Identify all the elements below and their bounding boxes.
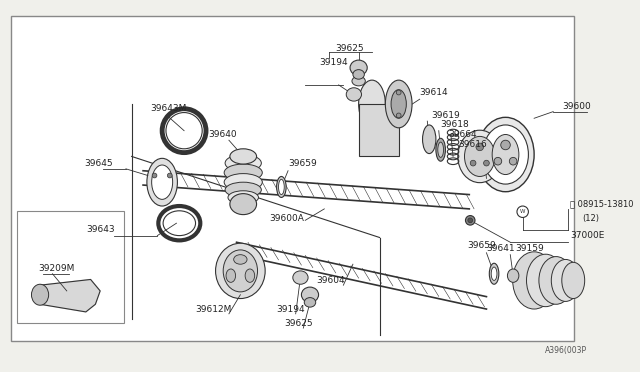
Ellipse shape xyxy=(468,218,472,223)
Text: ⓘ 08915-13810: ⓘ 08915-13810 xyxy=(570,200,634,209)
Text: 39604: 39604 xyxy=(317,276,346,285)
Ellipse shape xyxy=(234,255,247,264)
Ellipse shape xyxy=(508,269,519,282)
Text: 39618: 39618 xyxy=(441,121,469,129)
Text: 39659: 39659 xyxy=(467,241,496,250)
Ellipse shape xyxy=(152,165,173,199)
Ellipse shape xyxy=(152,173,157,178)
Ellipse shape xyxy=(483,125,529,184)
Ellipse shape xyxy=(353,70,364,79)
Text: 39159: 39159 xyxy=(515,244,544,253)
Ellipse shape xyxy=(293,271,308,284)
Ellipse shape xyxy=(276,176,286,198)
Ellipse shape xyxy=(385,80,412,128)
Text: 39664: 39664 xyxy=(448,130,477,139)
Ellipse shape xyxy=(509,157,517,165)
Ellipse shape xyxy=(562,262,585,299)
Ellipse shape xyxy=(358,80,385,128)
Text: 39641: 39641 xyxy=(486,244,515,253)
Ellipse shape xyxy=(436,138,445,161)
Ellipse shape xyxy=(438,142,444,157)
Ellipse shape xyxy=(226,269,236,282)
Text: 39643: 39643 xyxy=(86,225,115,234)
Text: 39616: 39616 xyxy=(458,140,486,148)
Ellipse shape xyxy=(492,135,519,174)
Text: 39645: 39645 xyxy=(84,158,113,168)
Ellipse shape xyxy=(500,140,510,150)
Text: 39600A: 39600A xyxy=(269,214,304,223)
Text: 39659: 39659 xyxy=(288,158,317,168)
Text: 39640: 39640 xyxy=(208,130,237,139)
Ellipse shape xyxy=(230,194,257,215)
Text: 39600: 39600 xyxy=(563,102,591,111)
Ellipse shape xyxy=(304,298,316,307)
Ellipse shape xyxy=(517,206,529,218)
Text: 39194: 39194 xyxy=(319,58,348,67)
Ellipse shape xyxy=(245,269,255,282)
Ellipse shape xyxy=(225,182,261,198)
Ellipse shape xyxy=(301,287,319,302)
Ellipse shape xyxy=(216,243,265,299)
Bar xyxy=(17,211,124,323)
Ellipse shape xyxy=(539,257,573,304)
Text: 37000E: 37000E xyxy=(570,231,605,240)
Ellipse shape xyxy=(396,113,401,118)
Ellipse shape xyxy=(168,173,172,178)
Text: 39625: 39625 xyxy=(336,44,364,53)
Ellipse shape xyxy=(278,179,284,195)
Ellipse shape xyxy=(391,90,406,118)
Text: 39614: 39614 xyxy=(420,88,448,97)
Ellipse shape xyxy=(490,263,499,284)
Ellipse shape xyxy=(230,149,257,164)
Ellipse shape xyxy=(352,76,365,86)
Ellipse shape xyxy=(494,157,502,165)
Ellipse shape xyxy=(465,215,475,225)
Polygon shape xyxy=(40,279,100,312)
Ellipse shape xyxy=(476,143,484,151)
Ellipse shape xyxy=(31,284,49,305)
Text: 39619: 39619 xyxy=(431,111,460,120)
Ellipse shape xyxy=(224,174,262,191)
Ellipse shape xyxy=(470,160,476,166)
Ellipse shape xyxy=(350,60,367,76)
Ellipse shape xyxy=(147,158,177,206)
Text: (12): (12) xyxy=(582,214,599,223)
Ellipse shape xyxy=(396,90,401,95)
Ellipse shape xyxy=(492,267,497,280)
Text: 39625: 39625 xyxy=(284,319,313,328)
Ellipse shape xyxy=(465,137,495,176)
Ellipse shape xyxy=(513,252,556,309)
Text: 39612M: 39612M xyxy=(196,305,232,314)
Ellipse shape xyxy=(224,164,262,181)
Text: 39643M: 39643M xyxy=(150,104,187,113)
Ellipse shape xyxy=(225,154,261,172)
Ellipse shape xyxy=(551,259,580,301)
Ellipse shape xyxy=(228,191,259,204)
Text: A396(003P: A396(003P xyxy=(545,346,587,355)
Ellipse shape xyxy=(477,117,534,192)
Text: W: W xyxy=(520,209,525,214)
Ellipse shape xyxy=(458,130,502,183)
Ellipse shape xyxy=(484,160,490,166)
Text: 39209M: 39209M xyxy=(38,263,74,273)
Ellipse shape xyxy=(422,125,436,154)
Bar xyxy=(358,104,399,157)
Ellipse shape xyxy=(527,254,564,307)
Text: 39194: 39194 xyxy=(276,305,305,314)
Ellipse shape xyxy=(346,88,362,101)
Ellipse shape xyxy=(223,250,257,292)
